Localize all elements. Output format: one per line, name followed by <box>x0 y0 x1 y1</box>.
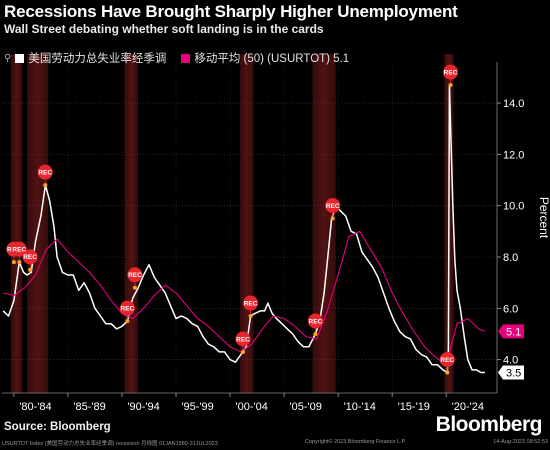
rec-marker-label: REC <box>326 203 340 210</box>
rec-marker-badge <box>22 249 38 265</box>
rec-marker-badge <box>119 300 135 316</box>
x-tick-label: '95-'99 <box>181 401 213 413</box>
x-tick-label: '10-'14 <box>344 401 376 413</box>
legend-label-unemployment: 美国劳动力总失业率经季调 <box>28 53 167 65</box>
rec-marker-badge <box>443 64 459 80</box>
x-tick-label: '85-'89 <box>73 401 105 413</box>
rec-marker-badge <box>325 198 341 214</box>
rec-marker-label: REC <box>121 306 135 313</box>
y-tick-label: 4.0 <box>503 355 518 367</box>
rec-marker-label: REC <box>236 336 250 343</box>
footer-timestamp: 14-Aug-2023 09:52:53 <box>493 439 548 445</box>
unemployment-last-value-text: 3.5 <box>506 367 521 379</box>
x-tick-label: '90-'94 <box>127 401 159 413</box>
rec-marker-dot <box>28 267 33 272</box>
rec-marker-dot <box>11 260 16 265</box>
rec-marker-dot <box>313 331 318 336</box>
rec-marker-label: REC <box>444 69 458 76</box>
y-axis-label: Percent <box>537 197 550 239</box>
y-tick-label: 14.0 <box>503 98 524 110</box>
rec-marker-badge <box>37 164 53 180</box>
rec-marker: REC <box>439 351 455 375</box>
rec-marker-label: REC <box>12 247 26 254</box>
y-tick-label: 8.0 <box>503 252 518 264</box>
rec-marker-badge <box>127 267 143 283</box>
x-tick-label: '80-'84 <box>19 401 51 413</box>
rec-marker-badge <box>307 313 323 329</box>
footer-left: USURTOT Index (美国劳动力总失业率经季调) recession 月… <box>2 441 218 447</box>
rec-marker-label: REC <box>244 300 258 307</box>
rec-marker: REC <box>11 241 27 265</box>
rec-marker-badge <box>243 295 259 311</box>
x-tick-label: '00-'04 <box>235 401 267 413</box>
recession-band <box>27 54 49 393</box>
x-tick-label: '05-'09 <box>290 401 322 413</box>
rec-marker-dot <box>132 285 137 290</box>
legend-swatch-moving-average <box>181 53 191 63</box>
recession-band <box>312 54 336 393</box>
rec-marker-label: REC <box>309 318 323 325</box>
rec-marker-badge <box>11 241 27 257</box>
unemployment-last-value: 3.5 <box>498 365 524 380</box>
rec-marker-label: REC <box>440 357 454 364</box>
rec-marker: REC <box>22 249 38 272</box>
chart-title: Recessions Have Brought Sharply Higher U… <box>4 2 458 21</box>
x-tick-label: '15-'19 <box>398 401 430 413</box>
rec-marker-label: REC <box>128 272 142 279</box>
rec-marker: REC <box>127 267 143 290</box>
moving-average-line <box>2 230 486 366</box>
rec-marker-dot <box>241 349 246 354</box>
rec-marker-dot <box>17 260 22 265</box>
rec-marker: REC <box>307 313 323 336</box>
footer-copyright: Copyright© 2023 Bloomberg Finance L.P. <box>304 439 407 445</box>
y-tick-label: 6.0 <box>503 303 518 315</box>
chart-legend: ⚲ 美国劳动力总失业率经季调 移动平均 (50) (USURTOT) 5.1 <box>4 50 349 66</box>
chart-subtitle: Wall Street debating whether soft landin… <box>4 22 324 36</box>
rec-marker-badge <box>235 331 251 347</box>
y-tick-label: 12.0 <box>503 149 524 161</box>
rec-marker-label: REC <box>23 254 37 261</box>
rec-marker: REC <box>235 331 251 354</box>
rec-marker: REC <box>37 164 53 188</box>
rec-marker-dot <box>43 183 48 188</box>
rec-marker: REC <box>243 295 259 319</box>
rec-marker-dot <box>448 83 453 88</box>
rec-marker: REC <box>325 198 341 221</box>
moving-average-last-value: 5.1 <box>498 324 524 339</box>
rec-marker-dot <box>445 370 450 375</box>
rec-marker: REC <box>443 64 459 88</box>
rec-marker-dot <box>330 216 335 221</box>
bloomberg-logo: Bloomberg <box>435 413 543 436</box>
x-tick-label: '20-'24 <box>452 401 484 413</box>
unemployment-last-value-tag <box>498 365 524 380</box>
rec-marker-dot <box>125 319 130 324</box>
rec-marker-badge <box>439 351 455 367</box>
rec-marker-label: REC <box>38 170 52 177</box>
chart-source: Source: Bloomberg <box>4 421 111 433</box>
y-tick-label: 10.0 <box>503 201 524 213</box>
unemployment-line <box>2 84 485 374</box>
recession-band <box>10 54 23 393</box>
legend-label-moving-average: 移动平均 (50) (USURTOT) 5.1 <box>194 53 350 65</box>
chart-footer: USURTOT Index (美国劳动力总失业率经季调) recession 月… <box>2 439 548 447</box>
pin-icon[interactable]: ⚲ <box>4 52 12 64</box>
moving-average-last-value-text: 5.1 <box>506 326 521 338</box>
recession-band <box>124 54 138 393</box>
rec-marker-dot <box>248 314 253 319</box>
rec-marker: REC <box>119 300 135 324</box>
legend-swatch-unemployment <box>15 53 25 63</box>
moving-average-last-value-tag <box>498 324 524 339</box>
